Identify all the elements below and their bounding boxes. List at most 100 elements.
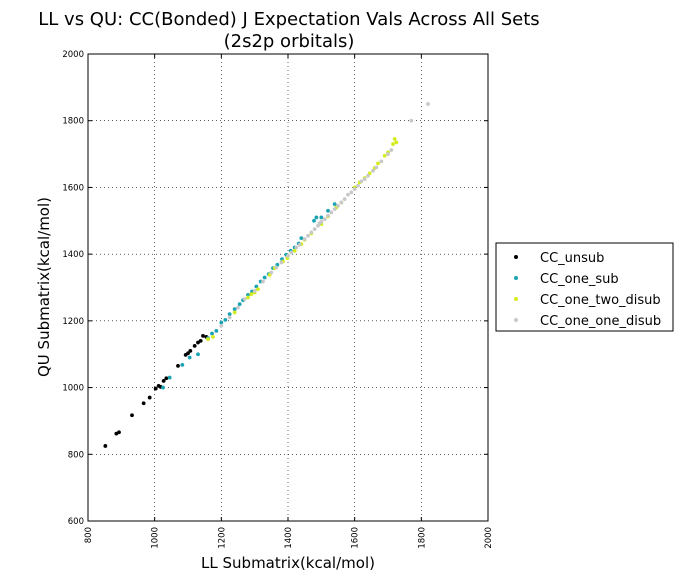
chart-subtitle: (2s2p orbitals) bbox=[224, 31, 355, 52]
x-tick-label: 1600 bbox=[351, 527, 361, 549]
legend-marker bbox=[514, 318, 518, 322]
data-point bbox=[279, 260, 284, 265]
data-point bbox=[336, 203, 340, 208]
data-point bbox=[352, 187, 357, 191]
data-point bbox=[227, 315, 232, 320]
x-tick-label: 2000 bbox=[484, 527, 494, 549]
legend-label: CC_one_sub bbox=[540, 272, 619, 287]
data-point bbox=[196, 352, 200, 357]
data-point bbox=[232, 307, 237, 312]
data-point bbox=[246, 292, 250, 297]
data-point bbox=[153, 386, 158, 391]
data-point bbox=[141, 401, 146, 406]
data-point bbox=[289, 250, 294, 255]
y-tick-label: 1400 bbox=[62, 250, 84, 260]
legend-label: CC_one_two_disub bbox=[540, 293, 661, 308]
data-point bbox=[349, 190, 354, 195]
data-point bbox=[297, 242, 302, 247]
data-point bbox=[319, 219, 324, 224]
data-point bbox=[342, 197, 347, 202]
data-point bbox=[309, 230, 314, 235]
data-point bbox=[269, 270, 274, 275]
y-tick-label: 2000 bbox=[62, 50, 84, 60]
axis-ticks: 800 1000 1200 1400 1600 1800 20006008001000120… bbox=[62, 50, 494, 549]
data-point bbox=[322, 217, 327, 222]
data-point bbox=[167, 375, 172, 380]
series-CC_one_one_disub bbox=[219, 102, 430, 328]
data-point bbox=[391, 142, 395, 146]
y-tick-label: 1000 bbox=[62, 384, 84, 394]
data-point bbox=[362, 177, 367, 181]
data-point bbox=[326, 208, 330, 213]
data-point bbox=[227, 312, 232, 317]
data-point bbox=[130, 413, 134, 418]
data-point bbox=[379, 159, 384, 164]
data-point bbox=[198, 338, 203, 343]
data-point bbox=[232, 310, 237, 315]
x-tick-label: 1400 bbox=[284, 527, 294, 549]
series-CC_unsub bbox=[103, 333, 209, 448]
data-point bbox=[176, 363, 180, 368]
data-point bbox=[366, 173, 370, 178]
data-point bbox=[314, 215, 319, 220]
data-point bbox=[392, 137, 397, 141]
y-tick-label: 800 bbox=[68, 450, 84, 460]
data-point bbox=[332, 202, 337, 207]
data-point bbox=[389, 148, 394, 152]
data-point bbox=[371, 168, 375, 173]
data-point bbox=[394, 140, 399, 145]
data-point bbox=[188, 348, 193, 353]
data-point bbox=[164, 376, 169, 381]
data-point bbox=[237, 302, 242, 307]
data-point bbox=[359, 179, 364, 184]
data-point bbox=[409, 118, 414, 123]
data-point bbox=[147, 395, 152, 400]
data-point bbox=[382, 153, 387, 158]
data-point bbox=[294, 245, 299, 250]
data-point bbox=[187, 355, 192, 360]
data-point bbox=[192, 343, 197, 348]
chart-title: LL vs QU: CC(Bonded) J Expectation Vals … bbox=[38, 9, 539, 30]
data-point bbox=[206, 337, 210, 342]
legend-frame bbox=[495, 242, 674, 332]
data-point bbox=[211, 334, 215, 339]
data-point bbox=[161, 379, 166, 383]
data-point bbox=[306, 233, 310, 238]
data-point bbox=[223, 317, 228, 322]
plot-area bbox=[88, 54, 488, 521]
data-point bbox=[386, 152, 390, 156]
data-point bbox=[376, 161, 380, 166]
data-point bbox=[329, 210, 334, 215]
data-point bbox=[326, 213, 330, 218]
data-point bbox=[261, 279, 265, 284]
data-point bbox=[201, 333, 205, 338]
data-points bbox=[103, 102, 430, 448]
data-point bbox=[256, 287, 260, 292]
data-point bbox=[180, 362, 185, 367]
y-axis-label: QU Submatrix(kcal/mol) bbox=[35, 197, 53, 377]
data-point bbox=[242, 297, 247, 302]
data-point bbox=[299, 236, 304, 241]
x-tick-label: 800 bbox=[84, 527, 94, 543]
legend-label: CC_one_one_disub bbox=[540, 314, 661, 329]
data-point bbox=[236, 305, 240, 310]
data-point bbox=[249, 292, 254, 297]
data-point bbox=[262, 275, 267, 280]
x-axis-label: LL Submatrix(kcal/mol) bbox=[201, 554, 375, 572]
data-point bbox=[103, 444, 108, 448]
x-tick-label: 1800 bbox=[417, 527, 427, 549]
data-point bbox=[312, 218, 316, 223]
data-point bbox=[302, 237, 307, 242]
data-point bbox=[332, 207, 337, 212]
data-point bbox=[286, 253, 290, 258]
data-point bbox=[292, 248, 297, 253]
data-point bbox=[246, 295, 250, 300]
data-point bbox=[319, 215, 324, 220]
legend-marker bbox=[514, 297, 518, 301]
data-point bbox=[219, 320, 224, 325]
data-point bbox=[117, 430, 121, 435]
legend: CC_unsub CC_one_sub CC_one_two_disub CC_one… bbox=[495, 242, 674, 332]
legend-label: CC_unsub bbox=[540, 251, 604, 266]
legend-marker bbox=[514, 255, 518, 259]
